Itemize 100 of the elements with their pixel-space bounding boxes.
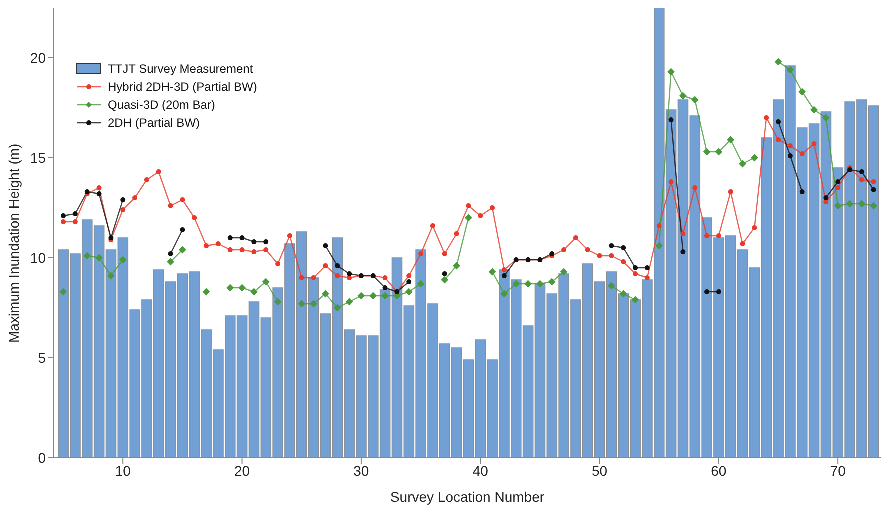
point: [500, 290, 508, 298]
legend-label: Quasi-3D (20m Bar): [108, 97, 216, 114]
legend-label: 2DH (Partial BW): [108, 115, 200, 132]
point: [382, 292, 389, 300]
x-axis-title: Survey Location Number: [390, 489, 545, 505]
y-tick-label: 10: [30, 250, 46, 266]
point: [834, 202, 842, 210]
point: [240, 236, 245, 240]
point: [739, 160, 746, 168]
point: [548, 278, 556, 286]
point: [716, 290, 722, 294]
point: [810, 106, 818, 114]
point: [489, 268, 496, 276]
x-tick-label: 50: [592, 462, 608, 479]
point: [298, 300, 306, 308]
point: [274, 298, 282, 306]
point: [800, 190, 805, 194]
point: [310, 300, 318, 308]
point: [680, 92, 687, 100]
point: [347, 272, 352, 276]
y-tick-label: 5: [38, 350, 46, 366]
point: [822, 114, 830, 122]
point: [727, 136, 734, 144]
point: [608, 282, 616, 290]
point: [704, 290, 710, 294]
point: [715, 148, 722, 156]
point: [704, 148, 711, 156]
x-tick-label: 30: [354, 462, 370, 479]
point: [776, 120, 782, 124]
point: [250, 288, 258, 296]
point: [836, 180, 841, 184]
point: [226, 284, 234, 292]
y-tick-label: 20: [30, 50, 46, 66]
point: [536, 280, 544, 288]
point: [262, 278, 270, 286]
point: [633, 266, 638, 270]
point: [870, 202, 878, 210]
point: [692, 96, 699, 104]
point: [61, 214, 66, 218]
point: [264, 240, 269, 244]
point: [668, 118, 674, 122]
point: [824, 196, 829, 200]
point: [418, 280, 425, 288]
x-tick-label: 70: [830, 462, 846, 479]
point: [346, 298, 354, 306]
point: [72, 212, 78, 216]
y-axis-title: Maximum Inundation Height (m): [6, 144, 22, 343]
point: [620, 290, 628, 298]
point: [60, 288, 68, 296]
point: [644, 266, 650, 270]
point: [108, 272, 115, 280]
point: [609, 244, 614, 248]
point: [465, 214, 472, 222]
point: [406, 288, 413, 296]
point: [406, 280, 412, 284]
point: [786, 66, 794, 74]
point: [358, 292, 365, 300]
point: [751, 154, 758, 162]
point: [453, 262, 460, 270]
point: [668, 68, 675, 76]
point: [238, 284, 246, 292]
point: [871, 188, 876, 192]
point: [335, 264, 340, 268]
point: [382, 286, 388, 290]
point: [442, 272, 448, 276]
point: [680, 250, 686, 254]
point: [96, 254, 103, 262]
point: [120, 256, 127, 264]
point: [788, 154, 793, 158]
point: [323, 244, 328, 248]
x-tick-label: 60: [711, 462, 727, 479]
legend-label: Hybrid 2DH-3D (Partial BW): [108, 79, 258, 96]
x-tick-label: 40: [472, 462, 489, 479]
point: [322, 290, 330, 298]
x-tick-label: 10: [115, 462, 132, 479]
point: [228, 236, 233, 240]
point: [441, 276, 448, 284]
point: [370, 292, 377, 300]
point: [203, 288, 210, 296]
point: [167, 258, 174, 266]
point: [502, 274, 507, 278]
point: [621, 246, 626, 250]
point: [180, 228, 186, 232]
point: [512, 280, 520, 288]
point: [84, 252, 91, 260]
point: [846, 200, 854, 208]
point: [96, 192, 102, 196]
point: [524, 280, 532, 288]
point: [858, 200, 866, 208]
point: [252, 240, 257, 244]
x-tick-label: 20: [234, 462, 250, 479]
y-tick-label: 0: [38, 450, 46, 466]
point: [775, 58, 782, 66]
point: [859, 170, 864, 174]
point: [120, 198, 126, 202]
y-tick-label: 15: [30, 150, 46, 166]
point: [179, 246, 186, 254]
legend-label: TTJT Survey Measurement: [108, 61, 254, 78]
point: [168, 252, 174, 256]
point: [632, 296, 640, 304]
